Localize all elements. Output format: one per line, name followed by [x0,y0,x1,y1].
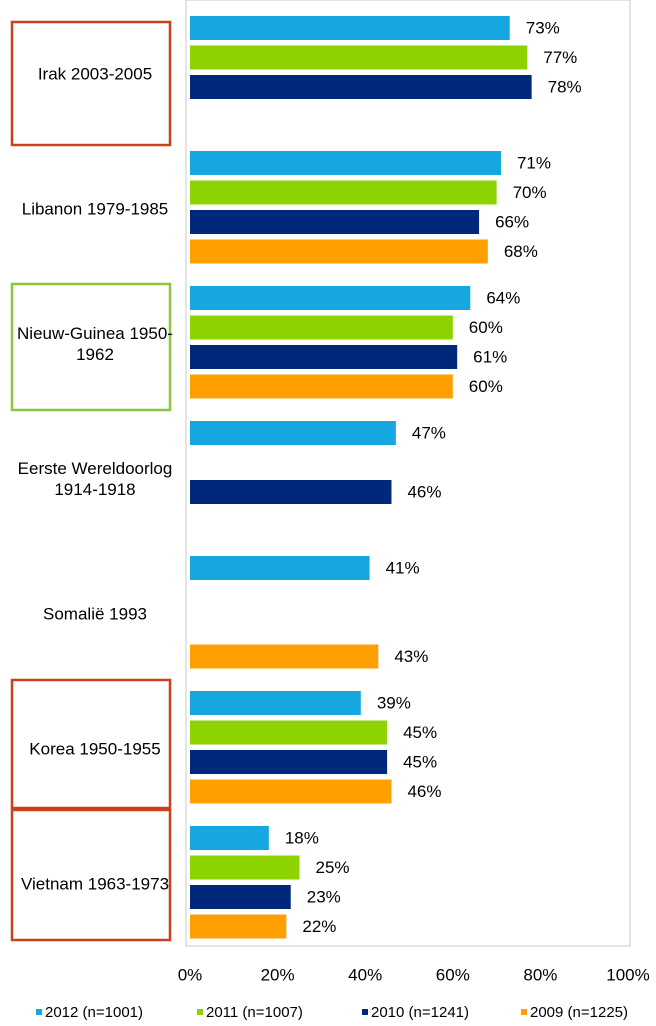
legend-label: 2012 (n=1001) [45,1004,143,1021]
data-label: 45% [403,752,437,771]
data-label: 70% [513,183,547,202]
data-label: 23% [307,887,341,906]
data-label: 18% [285,828,319,847]
bar [190,885,291,909]
legend-label: 2010 (n=1241) [371,1004,469,1021]
x-tick-label: 0% [178,965,203,984]
highlight-box [10,808,172,942]
bar [190,374,453,399]
data-label: 68% [504,242,538,261]
legend-marker [197,1009,203,1015]
data-label: 46% [407,782,441,801]
highlight-box [10,678,172,810]
category-label: Eerste Wereldoorlog 1914-1918 [17,459,173,500]
data-label: 60% [469,318,503,337]
data-label: 78% [548,77,582,96]
data-label: 64% [486,288,520,307]
bar [190,45,528,70]
x-tick-label: 80% [523,965,557,984]
data-label: 71% [517,153,551,172]
category-label: Vietnam 1963-1973 [20,874,170,894]
highlight-box [10,20,172,147]
legend: 2012 (n=1001) 2011 (n=1007) 2010 (n=1241) 2… [36,1004,628,1021]
bar [190,691,361,715]
bar [190,720,388,745]
category-label: Nieuw-Guinea 1950-1962 [17,324,173,365]
category-label: Korea 1950-1955 [29,739,161,759]
legend-marker [362,1009,368,1015]
bar [190,180,497,205]
legend-label: 2011 (n=1007) [206,1004,303,1021]
x-tick-label: 20% [261,965,295,984]
bar [190,16,510,40]
data-label: 25% [316,858,350,877]
bar [190,779,392,804]
bar [190,239,488,264]
data-label: 47% [412,423,446,442]
bar [190,644,379,669]
bar [190,480,392,504]
data-label: 66% [495,212,529,231]
bar [190,556,370,580]
legend-marker [521,1009,527,1015]
bar [190,286,471,310]
bar [190,345,458,369]
data-label: 43% [394,647,428,666]
x-tick-label: 100% [606,965,649,984]
bar [190,826,269,850]
x-tick-label: 60% [436,965,470,984]
data-label: 77% [543,48,577,67]
data-label: 61% [473,347,507,366]
bar [190,315,453,340]
data-label: 22% [302,917,336,936]
bar [190,151,501,175]
data-label: 46% [407,482,441,501]
bar [190,855,300,880]
data-label: 39% [377,693,411,712]
plot-border [185,0,631,947]
data-label: 60% [469,377,503,396]
bar [190,421,396,445]
category-label: Libanon 1979-1985 [21,199,169,219]
bar [190,914,287,939]
data-label: 73% [526,18,560,37]
data-label: 45% [403,723,437,742]
bar [190,210,480,234]
category-label: Irak 2003-2005 [37,64,153,84]
legend-marker [36,1009,42,1015]
x-tick-label: 40% [348,965,382,984]
data-label: 41% [386,558,420,577]
legend-label: 2009 (n=1225) [530,1004,628,1021]
category-label: Somalië 1993 [43,604,147,624]
highlight-box [10,282,172,412]
bar [190,750,388,774]
bar [190,75,532,99]
